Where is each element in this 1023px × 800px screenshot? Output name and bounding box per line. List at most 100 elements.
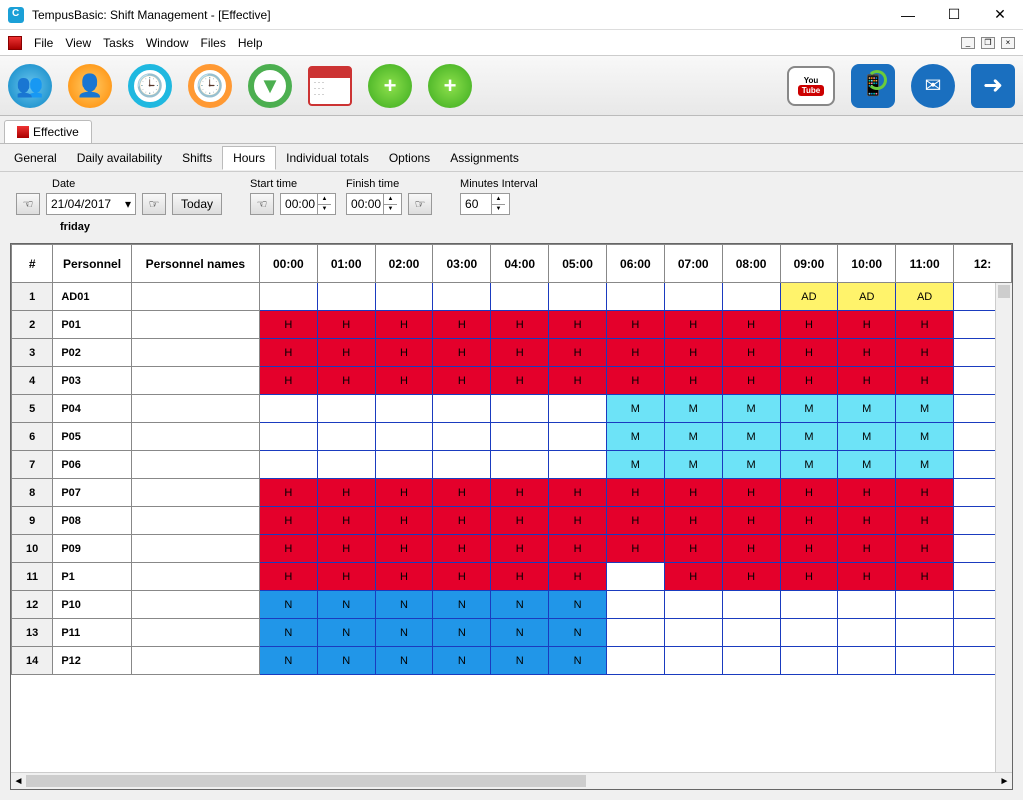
column-header[interactable]: 01:00 <box>317 245 375 283</box>
schedule-cell[interactable] <box>317 283 375 311</box>
schedule-cell[interactable] <box>375 283 433 311</box>
personnel-code[interactable]: P02 <box>53 339 132 367</box>
row-number[interactable]: 1 <box>12 283 53 311</box>
schedule-cell[interactable]: H <box>433 507 491 535</box>
personnel-code[interactable]: P10 <box>53 591 132 619</box>
schedule-cell[interactable]: H <box>838 479 896 507</box>
start-prev-button[interactable]: ☜ <box>250 193 274 215</box>
row-number[interactable]: 6 <box>12 423 53 451</box>
schedule-cell[interactable]: H <box>317 339 375 367</box>
finish-next-button[interactable]: ☞ <box>408 193 432 215</box>
schedule-cell[interactable] <box>433 395 491 423</box>
column-header[interactable]: 08:00 <box>722 245 780 283</box>
schedule-cell[interactable]: H <box>664 535 722 563</box>
schedule-cell[interactable]: H <box>317 367 375 395</box>
schedule-cell[interactable]: H <box>259 311 317 339</box>
schedule-cell[interactable]: N <box>375 591 433 619</box>
today-button[interactable]: Today <box>172 193 222 215</box>
schedule-cell[interactable]: M <box>722 423 780 451</box>
schedule-cell[interactable]: N <box>433 591 491 619</box>
schedule-cell[interactable] <box>259 423 317 451</box>
schedule-cell[interactable]: H <box>722 367 780 395</box>
schedule-cell[interactable] <box>375 451 433 479</box>
schedule-cell[interactable] <box>317 423 375 451</box>
schedule-cell[interactable]: H <box>491 367 549 395</box>
column-header[interactable]: 07:00 <box>664 245 722 283</box>
row-number[interactable]: 13 <box>12 619 53 647</box>
schedule-cell[interactable] <box>606 619 664 647</box>
scroll-left-icon[interactable]: ◄ <box>11 773 26 789</box>
schedule-cell[interactable]: H <box>433 311 491 339</box>
date-prev-button[interactable]: ☜ <box>16 193 40 215</box>
row-number[interactable]: 5 <box>12 395 53 423</box>
schedule-cell[interactable]: H <box>491 479 549 507</box>
personnel-name[interactable] <box>131 451 259 479</box>
schedule-cell[interactable]: M <box>780 451 838 479</box>
schedule-cell[interactable]: H <box>722 507 780 535</box>
schedule-cell[interactable]: H <box>722 563 780 591</box>
personnel-code[interactable]: P04 <box>53 395 132 423</box>
personnel-name[interactable] <box>131 507 259 535</box>
schedule-cell[interactable]: H <box>317 563 375 591</box>
schedule-cell[interactable] <box>896 591 954 619</box>
personnel-name[interactable] <box>131 479 259 507</box>
schedule-cell[interactable]: N <box>317 591 375 619</box>
schedule-cell[interactable]: H <box>780 507 838 535</box>
schedule-cell[interactable]: AD <box>838 283 896 311</box>
clock-green-icon[interactable]: ▼ <box>248 64 292 108</box>
schedule-cell[interactable]: H <box>896 507 954 535</box>
sub-tab-individual-totals[interactable]: Individual totals <box>276 147 379 169</box>
schedule-cell[interactable]: N <box>317 619 375 647</box>
schedule-cell[interactable]: H <box>259 563 317 591</box>
column-header[interactable]: # <box>12 245 53 283</box>
column-header[interactable]: Personnel <box>53 245 132 283</box>
person-icon[interactable]: 👤 <box>68 64 112 108</box>
minimize-button[interactable]: — <box>885 0 931 30</box>
row-number[interactable]: 2 <box>12 311 53 339</box>
schedule-cell[interactable]: N <box>259 647 317 675</box>
row-number[interactable]: 8 <box>12 479 53 507</box>
personnel-code[interactable]: P08 <box>53 507 132 535</box>
schedule-cell[interactable]: H <box>259 535 317 563</box>
schedule-cell[interactable] <box>838 591 896 619</box>
sub-tab-options[interactable]: Options <box>379 147 440 169</box>
personnel-name[interactable] <box>131 563 259 591</box>
schedule-cell[interactable] <box>896 647 954 675</box>
schedule-cell[interactable] <box>549 395 607 423</box>
sub-tab-hours[interactable]: Hours <box>222 146 276 170</box>
schedule-cell[interactable]: H <box>433 535 491 563</box>
row-number[interactable]: 7 <box>12 451 53 479</box>
menu-help[interactable]: Help <box>238 36 263 50</box>
schedule-cell[interactable]: M <box>780 423 838 451</box>
exit-icon[interactable]: ➜ <box>971 64 1015 108</box>
personnel-code[interactable]: P09 <box>53 535 132 563</box>
schedule-cell[interactable]: H <box>259 507 317 535</box>
schedule-cell[interactable]: M <box>780 395 838 423</box>
schedule-cell[interactable]: M <box>606 395 664 423</box>
schedule-cell[interactable] <box>896 619 954 647</box>
schedule-cell[interactable]: H <box>259 339 317 367</box>
schedule-cell[interactable]: H <box>896 339 954 367</box>
schedule-cell[interactable]: M <box>664 395 722 423</box>
schedule-cell[interactable]: M <box>664 451 722 479</box>
schedule-cell[interactable]: H <box>317 311 375 339</box>
schedule-cell[interactable] <box>259 395 317 423</box>
schedule-cell[interactable]: M <box>838 395 896 423</box>
schedule-cell[interactable] <box>433 451 491 479</box>
schedule-cell[interactable] <box>433 423 491 451</box>
personnel-name[interactable] <box>131 283 259 311</box>
schedule-cell[interactable] <box>375 395 433 423</box>
schedule-cell[interactable] <box>722 647 780 675</box>
schedule-cell[interactable]: H <box>606 479 664 507</box>
column-header[interactable]: 04:00 <box>491 245 549 283</box>
schedule-cell[interactable]: M <box>896 423 954 451</box>
schedule-cell[interactable]: H <box>549 507 607 535</box>
column-header[interactable]: Personnel names <box>131 245 259 283</box>
schedule-cell[interactable]: H <box>780 563 838 591</box>
schedule-cell[interactable]: N <box>433 619 491 647</box>
schedule-cell[interactable]: N <box>259 591 317 619</box>
clock-cyan-icon[interactable]: 🕒 <box>128 64 172 108</box>
schedule-cell[interactable]: H <box>838 507 896 535</box>
schedule-cell[interactable]: H <box>664 507 722 535</box>
schedule-cell[interactable]: H <box>780 311 838 339</box>
